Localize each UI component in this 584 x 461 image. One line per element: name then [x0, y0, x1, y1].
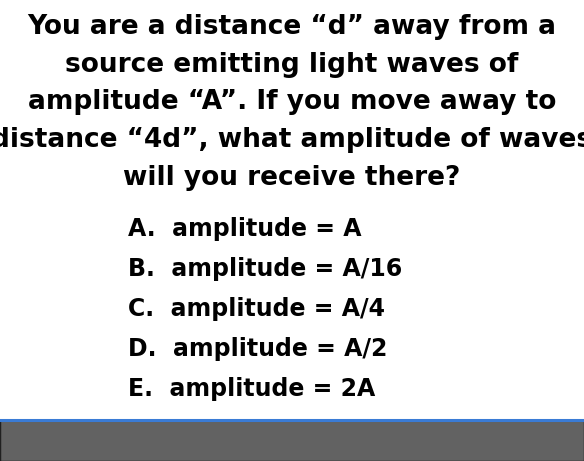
Text: E.  amplitude = 2A: E. amplitude = 2A [128, 377, 376, 401]
Text: will you receive there?: will you receive there? [123, 165, 461, 191]
Text: D.  amplitude = A/2: D. amplitude = A/2 [128, 337, 388, 361]
Text: source emitting light waves of: source emitting light waves of [65, 52, 519, 77]
Text: distance “4d”, what amplitude of waves: distance “4d”, what amplitude of waves [0, 127, 584, 153]
Text: B.  amplitude = A/16: B. amplitude = A/16 [128, 257, 403, 281]
Text: You are a distance “d” away from a: You are a distance “d” away from a [27, 14, 557, 40]
Text: A.  amplitude = A: A. amplitude = A [128, 217, 362, 241]
FancyBboxPatch shape [0, 420, 584, 461]
Text: C.  amplitude = A/4: C. amplitude = A/4 [128, 297, 385, 321]
Text: amplitude “A”. If you move away to: amplitude “A”. If you move away to [28, 89, 556, 115]
